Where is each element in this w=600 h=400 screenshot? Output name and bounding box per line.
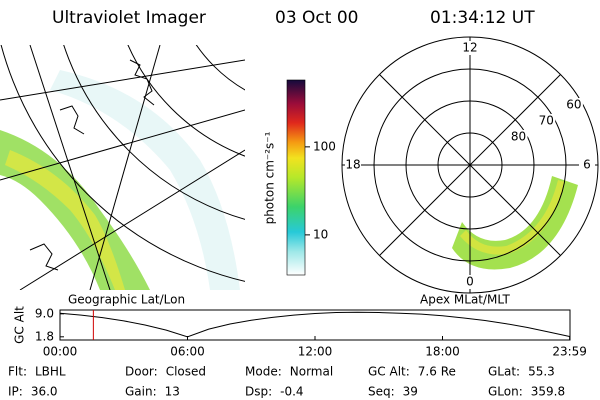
info-label: GLat: — [488, 365, 520, 379]
polar-ring — [437, 132, 503, 198]
polar-label: Apex MLat/MLT — [420, 293, 510, 307]
info-label: IP: — [8, 385, 23, 399]
mlat-label: 80 — [511, 130, 526, 144]
alt-ytick-label: 9.0 — [35, 306, 54, 320]
colorbar-tick-label: 100 — [313, 139, 336, 153]
info-value: 39 — [403, 385, 418, 399]
mlt-label: 0 — [466, 275, 474, 289]
label-bg — [564, 98, 583, 112]
alt-ylabel: GC Alt — [13, 306, 27, 344]
alt-xtick-label: 00:00 — [43, 345, 78, 359]
auroral-oval-core — [460, 180, 565, 255]
alt-ytick-label: 1.8 — [35, 329, 54, 343]
info-value: Normal — [290, 365, 333, 379]
map-image — [0, 45, 245, 290]
info-label: Dsp: — [245, 385, 272, 399]
alt-xtick-label: 12:00 — [298, 345, 333, 359]
info-value: 13 — [165, 385, 180, 399]
label-bg — [537, 114, 556, 128]
alt-xtick-label: 06:00 — [170, 345, 205, 359]
label-bg — [345, 158, 361, 172]
label-bg — [462, 275, 478, 289]
colorbar — [286, 79, 306, 276]
info-label: Seq: — [368, 385, 395, 399]
mlt-label: 12 — [462, 41, 477, 55]
mlat-label: 70 — [539, 114, 554, 128]
colorbar-tick-label: 10 — [313, 227, 328, 241]
info-value: Closed — [166, 365, 206, 379]
info-value: 359.8 — [531, 385, 565, 399]
alt-xtick-label: 23:59 — [552, 345, 587, 359]
info-label: Mode: — [245, 365, 282, 379]
altitude-line — [59, 311, 570, 338]
colorbar-label: photon cm⁻²s⁻¹ — [263, 131, 277, 224]
mlat-label: 60 — [566, 98, 581, 112]
time: 01:34:12 UT — [430, 8, 535, 28]
info-value: 36.0 — [31, 385, 58, 399]
polar-ring — [405, 100, 535, 230]
title: Ultraviolet Imager — [52, 8, 206, 28]
info-value: 55.3 — [528, 365, 555, 379]
polar-ring — [373, 68, 567, 262]
info-value: LBHL — [35, 365, 66, 379]
info-value: -0.4 — [280, 385, 303, 399]
mlt-label: 6 — [583, 158, 591, 172]
map-label: Geographic Lat/Lon — [68, 293, 185, 307]
alt-plot-frame — [59, 309, 571, 341]
info-label: Door: — [125, 365, 158, 379]
label-bg — [579, 158, 595, 172]
info-label: GC Alt: — [368, 365, 410, 379]
info-label: Flt: — [8, 365, 27, 379]
label-bg — [509, 130, 528, 144]
alt-xtick-label: 18:00 — [425, 345, 460, 359]
mlt-label: 18 — [345, 158, 360, 172]
info-label: GLon: — [488, 385, 523, 399]
info-label: Gain: — [125, 385, 157, 399]
info-value: 7.6 Re — [418, 365, 456, 379]
label-bg — [462, 41, 478, 55]
date: 03 Oct 00 — [275, 8, 358, 28]
